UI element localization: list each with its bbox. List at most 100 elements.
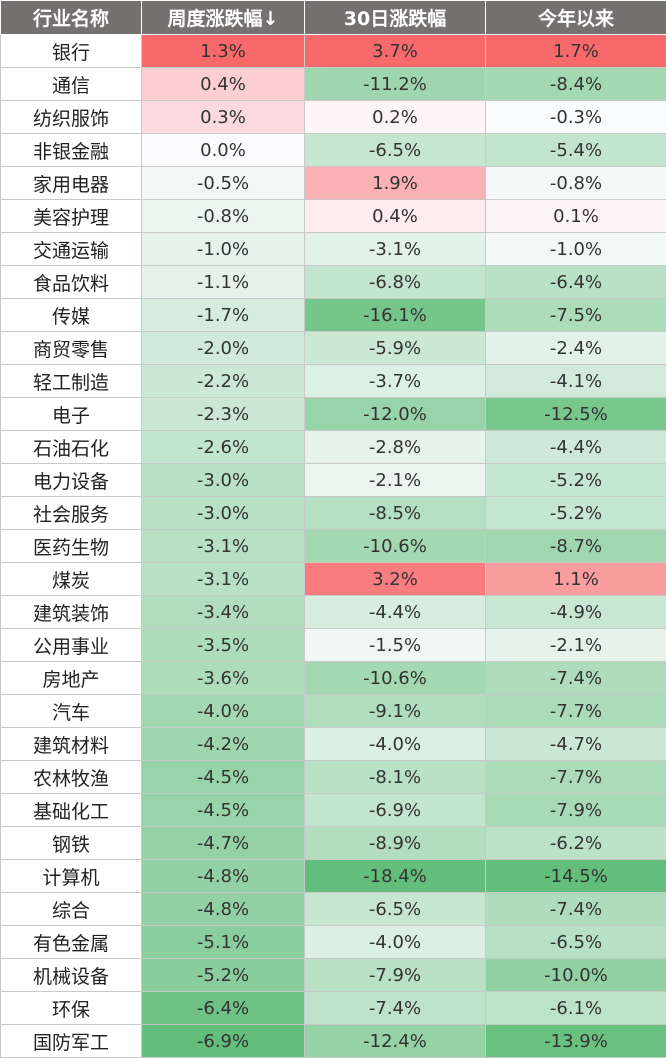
industry-name-cell: 家用电器 (1, 167, 142, 200)
ytd-change-cell: -7.5% (486, 299, 666, 332)
weekly-change-cell: -4.8% (142, 893, 305, 926)
thirty-day-change-cell: -6.5% (305, 893, 486, 926)
industry-name-cell: 银行 (1, 35, 142, 68)
industry-name-cell: 纺织服饰 (1, 101, 142, 134)
ytd-change-cell: 1.1% (486, 563, 666, 596)
industry-name-cell: 环保 (1, 992, 142, 1025)
table-row: 美容护理-0.8%0.4%0.1% (1, 200, 666, 233)
industry-name-cell: 石油石化 (1, 431, 142, 464)
thirty-day-change-cell: 0.2% (305, 101, 486, 134)
weekly-change-cell: -0.5% (142, 167, 305, 200)
ytd-change-cell: -8.7% (486, 530, 666, 563)
thirty-day-change-cell: -6.9% (305, 794, 486, 827)
ytd-change-cell: -4.1% (486, 365, 666, 398)
ytd-change-cell: -7.4% (486, 662, 666, 695)
ytd-change-cell: -7.4% (486, 893, 666, 926)
weekly-change-cell: 0.0% (142, 134, 305, 167)
industry-name-cell: 公用事业 (1, 629, 142, 662)
thirty-day-change-cell: -4.0% (305, 926, 486, 959)
industry-name-cell: 有色金属 (1, 926, 142, 959)
table-row: 建筑装饰-3.4%-4.4%-4.9% (1, 596, 666, 629)
weekly-change-cell: -4.2% (142, 728, 305, 761)
weekly-change-cell: -5.1% (142, 926, 305, 959)
thirty-day-change-cell: -2.8% (305, 431, 486, 464)
ytd-change-cell: -10.0% (486, 959, 666, 992)
thirty-day-change-cell: -12.0% (305, 398, 486, 431)
ytd-change-cell: -12.5% (486, 398, 666, 431)
table-row: 轻工制造-2.2%-3.7%-4.1% (1, 365, 666, 398)
ytd-change-cell: -0.3% (486, 101, 666, 134)
industry-name-cell: 钢铁 (1, 827, 142, 860)
thirty-day-change-cell: -4.4% (305, 596, 486, 629)
table-row: 公用事业-3.5%-1.5%-2.1% (1, 629, 666, 662)
table-row: 基础化工-4.5%-6.9%-7.9% (1, 794, 666, 827)
weekly-change-cell: -4.0% (142, 695, 305, 728)
industry-name-cell: 社会服务 (1, 497, 142, 530)
ytd-change-cell: -5.2% (486, 497, 666, 530)
thirty-day-change-cell: -9.1% (305, 695, 486, 728)
thirty-day-change-cell: -1.5% (305, 629, 486, 662)
weekly-change-cell: -4.5% (142, 794, 305, 827)
industry-name-cell: 综合 (1, 893, 142, 926)
industry-name-cell: 非银金融 (1, 134, 142, 167)
header-weekly-change[interactable]: 周度涨跌幅↓ (142, 1, 305, 35)
ytd-change-cell: -7.7% (486, 695, 666, 728)
weekly-change-cell: -3.6% (142, 662, 305, 695)
weekly-change-cell: 1.3% (142, 35, 305, 68)
table-row: 电力设备-3.0%-2.1%-5.2% (1, 464, 666, 497)
industry-name-cell: 商贸零售 (1, 332, 142, 365)
header-ytd-change[interactable]: 今年以来 (486, 1, 666, 35)
industry-name-cell: 农林牧渔 (1, 761, 142, 794)
thirty-day-change-cell: -18.4% (305, 860, 486, 893)
ytd-change-cell: -8.4% (486, 68, 666, 101)
ytd-change-cell: -4.7% (486, 728, 666, 761)
weekly-change-cell: -0.8% (142, 200, 305, 233)
industry-name-cell: 基础化工 (1, 794, 142, 827)
ytd-change-cell: -5.2% (486, 464, 666, 497)
thirty-day-change-cell: 3.2% (305, 563, 486, 596)
thirty-day-change-cell: -8.1% (305, 761, 486, 794)
industry-name-cell: 电力设备 (1, 464, 142, 497)
weekly-change-cell: -3.5% (142, 629, 305, 662)
ytd-change-cell: -13.9% (486, 1025, 666, 1058)
ytd-change-cell: -5.4% (486, 134, 666, 167)
table-row: 机械设备-5.2%-7.9%-10.0% (1, 959, 666, 992)
weekly-change-cell: -2.2% (142, 365, 305, 398)
header-30day-change[interactable]: 30日涨跌幅 (305, 1, 486, 35)
weekly-change-cell: -3.1% (142, 530, 305, 563)
industry-name-cell: 建筑装饰 (1, 596, 142, 629)
industry-name-cell: 房地产 (1, 662, 142, 695)
thirty-day-change-cell: -2.1% (305, 464, 486, 497)
weekly-change-cell: -3.4% (142, 596, 305, 629)
thirty-day-change-cell: 3.7% (305, 35, 486, 68)
ytd-change-cell: -0.8% (486, 167, 666, 200)
industry-name-cell: 美容护理 (1, 200, 142, 233)
table-row: 商贸零售-2.0%-5.9%-2.4% (1, 332, 666, 365)
weekly-change-cell: -3.0% (142, 497, 305, 530)
thirty-day-change-cell: -3.1% (305, 233, 486, 266)
industry-name-cell: 通信 (1, 68, 142, 101)
industry-name-cell: 传媒 (1, 299, 142, 332)
thirty-day-change-cell: -5.9% (305, 332, 486, 365)
thirty-day-change-cell: -11.2% (305, 68, 486, 101)
industry-name-cell: 电子 (1, 398, 142, 431)
thirty-day-change-cell: -8.5% (305, 497, 486, 530)
table-row: 房地产-3.6%-10.6%-7.4% (1, 662, 666, 695)
weekly-change-cell: -6.4% (142, 992, 305, 1025)
table-row: 传媒-1.7%-16.1%-7.5% (1, 299, 666, 332)
header-industry-name[interactable]: 行业名称 (1, 1, 142, 35)
ytd-change-cell: -6.2% (486, 827, 666, 860)
ytd-change-cell: 1.7% (486, 35, 666, 68)
table-row: 综合-4.8%-6.5%-7.4% (1, 893, 666, 926)
thirty-day-change-cell: -7.4% (305, 992, 486, 1025)
table-row: 有色金属-5.1%-4.0%-6.5% (1, 926, 666, 959)
weekly-change-cell: -1.0% (142, 233, 305, 266)
weekly-change-cell: -1.7% (142, 299, 305, 332)
weekly-change-cell: -5.2% (142, 959, 305, 992)
ytd-change-cell: -1.0% (486, 233, 666, 266)
industry-name-cell: 煤炭 (1, 563, 142, 596)
thirty-day-change-cell: -7.9% (305, 959, 486, 992)
industry-name-cell: 交通运输 (1, 233, 142, 266)
